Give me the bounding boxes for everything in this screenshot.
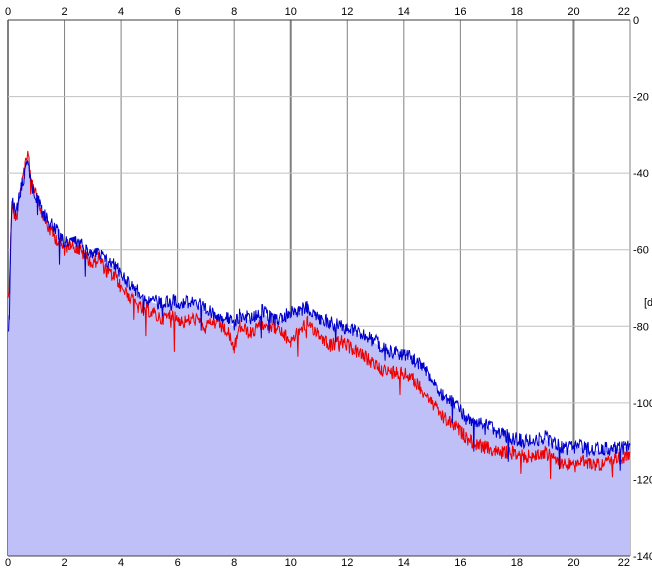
y-tick-label: -40 [633, 168, 649, 180]
x-tick-label-bottom: 12 [341, 557, 353, 568]
y-axis-label: [d [644, 297, 652, 309]
x-tick-label-bottom: 14 [398, 557, 410, 568]
y-tick-label: -140 [633, 551, 652, 563]
spectrum-fill-area [8, 152, 630, 556]
series-line-1 [7, 150, 631, 480]
x-tick-label-top: 4 [118, 6, 124, 18]
x-tick-label-top: 0 [5, 6, 11, 18]
plot-frame [8, 19, 630, 557]
x-tick-label-top: 12 [341, 6, 353, 18]
x-tick-label-top: 20 [567, 6, 579, 18]
y-tick-labels: 0 -20 -40 -60 -80 -100 -120 -140 [633, 15, 652, 563]
x-tick-label-bottom: 18 [511, 557, 523, 568]
x-tick-label-top: 22 [618, 6, 630, 18]
x-tick-label-top: 16 [454, 6, 466, 18]
y-tick-label: -100 [633, 398, 652, 410]
y-tick-label: -120 [633, 474, 652, 486]
x-tick-label-top: 8 [231, 6, 237, 18]
y-tick-label: 0 [633, 15, 639, 27]
x-tick-label-bottom: 4 [118, 557, 124, 568]
x-tick-labels-top: 0 2 4 6 8 10 12 14 16 18 20 22 [5, 6, 630, 18]
x-tick-label-bottom: 20 [567, 557, 579, 568]
x-tick-label-bottom: 8 [231, 557, 237, 568]
x-tick-labels-bottom: 0 2 4 6 8 10 12 14 16 18 20 22 [5, 557, 630, 568]
x-tick-label-bottom: 0 [5, 557, 11, 568]
x-tick-label-top: 18 [511, 6, 523, 18]
x-tick-label-top: 10 [285, 6, 297, 18]
x-tick-label-bottom: 2 [61, 557, 67, 568]
series-line-2 [7, 160, 631, 471]
y-tick-label: -20 [633, 92, 649, 104]
y-tick-label: -80 [633, 321, 649, 333]
x-tick-label-bottom: 22 [618, 557, 630, 568]
series-lines [7, 150, 631, 480]
x-tick-label-top: 2 [61, 6, 67, 18]
x-tick-label-bottom: 6 [175, 557, 181, 568]
x-tick-label-top: 6 [175, 6, 181, 18]
x-tick-label-top: 14 [398, 6, 410, 18]
x-tick-label-bottom: 16 [454, 557, 466, 568]
y-tick-label: -60 [633, 245, 649, 257]
x-tick-label-bottom: 10 [285, 557, 297, 568]
